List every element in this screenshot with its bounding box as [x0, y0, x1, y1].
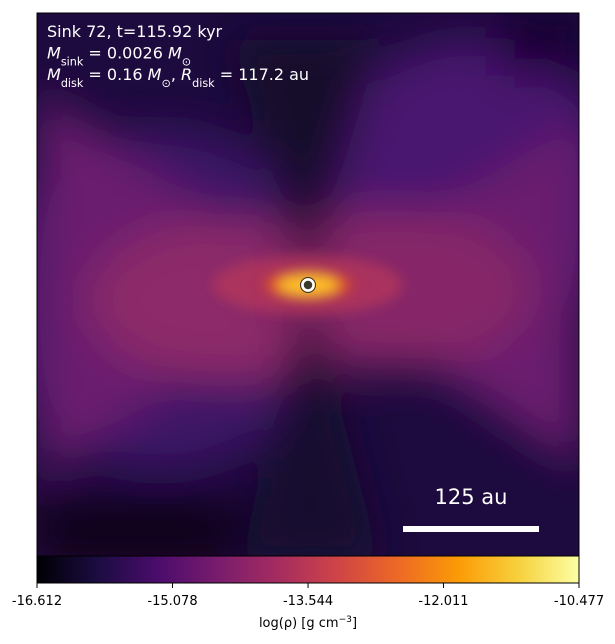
text-part: −3 — [339, 615, 353, 625]
text-part: disk — [61, 77, 84, 90]
text-part: , — [171, 65, 181, 84]
colorbar-tick-label: -15.078 — [147, 594, 197, 609]
scale-bar-label: 125 au — [435, 485, 508, 509]
text-part: M — [47, 65, 61, 84]
annotation-line: Msink = 0.0026 M⊙ — [47, 44, 191, 69]
annotation-line: Mdisk = 0.16 M⊙, Rdisk = 117.2 au — [47, 65, 309, 90]
colorbar-tick-label: -16.612 — [12, 594, 62, 609]
text-part: = 0.16 — [83, 65, 147, 84]
scale-bar — [403, 526, 539, 532]
sink-marker-outline — [300, 277, 316, 293]
text-part: ⊙ — [161, 77, 170, 90]
text-part: ] — [352, 616, 357, 631]
sink-marker — [301, 278, 315, 292]
text-part: M — [168, 44, 182, 63]
text-part: log(ρ) [g cm — [259, 616, 339, 631]
text-part: M — [47, 44, 61, 63]
text-part: = 117.2 au — [215, 65, 309, 84]
text-part: M — [148, 65, 162, 84]
colorbar-tick-label: -13.544 — [283, 594, 333, 609]
colorbar-ticks: -16.612 -15.078 -13.544 -12.011 -10.477 — [12, 583, 604, 609]
text-part: Sink 72, t=115.92 kyr — [47, 22, 223, 41]
colorbar-tick-label: -12.011 — [418, 594, 468, 609]
text-part: disk — [192, 77, 215, 90]
text-part: ⊙ — [182, 55, 191, 68]
colorbar-label: log(ρ) [g cm−3] — [259, 615, 357, 631]
density-map — [37, 13, 579, 556]
text-part: = 0.0026 — [83, 44, 168, 63]
text-part: sink — [61, 55, 84, 68]
colorbar — [36, 555, 580, 584]
text-part: R — [181, 65, 192, 84]
colorbar-tick-label: -10.477 — [554, 594, 604, 609]
annotation-line: Sink 72, t=115.92 kyr — [47, 22, 223, 41]
